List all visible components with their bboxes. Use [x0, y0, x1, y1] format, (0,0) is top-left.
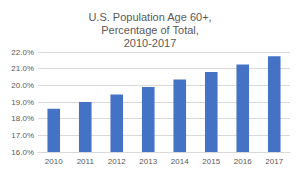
- svg-text:2017: 2017: [265, 157, 283, 166]
- svg-text:21.0%: 21.0%: [11, 64, 34, 73]
- svg-text:2014: 2014: [171, 157, 189, 166]
- svg-text:Percentage of Total,: Percentage of Total,: [101, 24, 199, 36]
- svg-text:2012: 2012: [108, 157, 126, 166]
- svg-text:19.0%: 19.0%: [11, 98, 34, 107]
- svg-text:22.0%: 22.0%: [11, 48, 34, 57]
- svg-text:2010: 2010: [45, 157, 63, 166]
- svg-text:2015: 2015: [202, 157, 220, 166]
- svg-text:2010-2017: 2010-2017: [124, 37, 177, 49]
- svg-text:17.0%: 17.0%: [11, 131, 34, 140]
- svg-text:U.S. Population Age 60+,: U.S. Population Age 60+,: [88, 11, 211, 23]
- svg-text:18.0%: 18.0%: [11, 114, 34, 123]
- svg-text:2013: 2013: [139, 157, 157, 166]
- svg-text:16.0%: 16.0%: [11, 148, 34, 157]
- svg-text:2016: 2016: [234, 157, 252, 166]
- svg-text:2011: 2011: [77, 157, 95, 166]
- svg-text:20.0%: 20.0%: [11, 81, 34, 90]
